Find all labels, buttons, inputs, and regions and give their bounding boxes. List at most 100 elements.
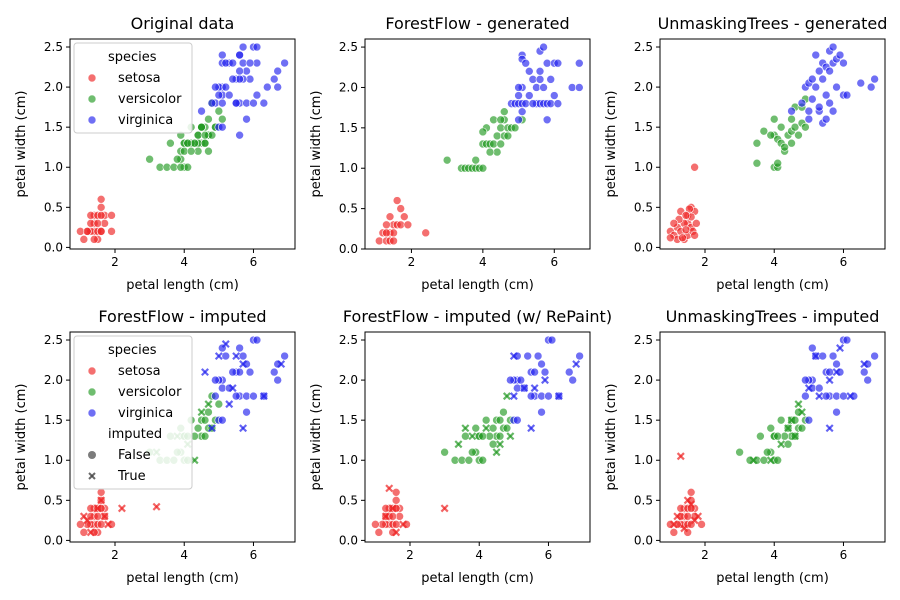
point-versicolor (752, 158, 762, 168)
point-virginica (273, 82, 282, 92)
chart-title: ForestFlow - imputed (98, 307, 266, 326)
cross-stroke (88, 472, 96, 480)
point-imputed-setosa (673, 512, 682, 521)
cross-stroke (97, 496, 106, 505)
point-virginica (825, 367, 834, 377)
x-tick-label: 6 (545, 548, 553, 562)
legend-marker-versicolor (87, 387, 97, 397)
point-virginica (224, 90, 234, 100)
y-tick-label: 0.0 (634, 533, 653, 547)
point-imputed-virginica (846, 392, 855, 401)
cross-stroke (152, 502, 161, 511)
axes-frame (364, 38, 591, 250)
point-virginica (801, 391, 810, 401)
cross-stroke (846, 392, 855, 401)
point-versicolor (489, 139, 498, 149)
point-virginica (787, 106, 796, 116)
legend: species setosa versicolor virginica imputed F… (73, 335, 193, 490)
y-tick-label: 0.5 (44, 200, 63, 214)
y-tick-label: 1.5 (634, 120, 653, 134)
chart-panel: UnmaskingTrees - imputed 2 4 6 0.0 0.5 1.0 1.5 2… (604, 307, 886, 586)
point-setosa (690, 162, 699, 172)
cross-stroke (385, 484, 394, 493)
cross-stroke (554, 392, 563, 401)
point-imputed-virginica (832, 368, 841, 377)
point-virginica (273, 66, 282, 76)
point-versicolor (790, 122, 800, 132)
point-imputed-setosa (97, 496, 106, 505)
point-imputed-setosa (117, 504, 126, 513)
point-versicolor (200, 431, 210, 441)
point-virginica (523, 351, 532, 361)
cross-stroke (797, 408, 806, 417)
cross-stroke (777, 440, 786, 449)
point-virginica (821, 391, 831, 401)
point-versicolor (492, 131, 502, 141)
point-virginica (506, 375, 515, 385)
x-tick-label: 4 (475, 548, 483, 562)
point-virginica (832, 407, 841, 417)
x-tick-label: 2 (111, 255, 119, 269)
point-virginica (218, 50, 227, 60)
cross-stroke (399, 520, 408, 529)
y-axis-label: petal width (cm) (604, 91, 619, 198)
point-virginica (535, 75, 545, 84)
point-virginica (540, 367, 550, 377)
point-versicolor (464, 455, 474, 465)
point-versicolor (478, 163, 488, 173)
y-tick-label: 1.5 (339, 413, 358, 427)
point-versicolor (783, 439, 793, 449)
point-versicolor (495, 431, 505, 441)
point-virginica (280, 58, 289, 68)
point-imputed-virginica (214, 352, 223, 361)
cross-stroke (392, 528, 401, 537)
point-virginica (221, 351, 231, 361)
legend-entry: setosa (118, 71, 161, 86)
point-virginica (539, 83, 548, 92)
y-tick-label: 0.5 (634, 493, 653, 507)
point-versicolor (478, 127, 488, 137)
point-imputed-virginica (554, 392, 563, 401)
legend-entry: virginica (118, 406, 173, 421)
point-imputed-virginica (527, 424, 536, 433)
y-tick-label: 0.0 (44, 240, 63, 254)
cross-stroke (440, 504, 449, 513)
cross-stroke (825, 376, 834, 385)
point-versicolor (145, 154, 154, 164)
point-imputed-versicolor (492, 448, 501, 457)
point-virginica (818, 351, 827, 361)
point-imputed-setosa (152, 502, 161, 511)
y-tick-label: 2.0 (44, 80, 63, 94)
x-tick-label: 6 (840, 255, 848, 269)
point-virginica (526, 391, 536, 401)
point-virginica (524, 91, 534, 100)
x-tick-label: 4 (180, 548, 188, 562)
cross-stroke (461, 424, 470, 433)
cross-stroke (687, 500, 696, 509)
point-setosa (389, 228, 398, 238)
point-virginica (808, 94, 817, 104)
cross-stroke (787, 416, 796, 425)
point-virginica (535, 67, 545, 76)
cross-stroke (104, 520, 113, 529)
point-versicolor (200, 130, 210, 140)
point-virginica (542, 58, 552, 68)
point-setosa (391, 488, 401, 497)
point-virginica (231, 98, 241, 108)
legend-marker-false (88, 451, 96, 459)
point-virginica (801, 375, 810, 385)
x-tick-label: 2 (111, 548, 119, 562)
point-virginica (228, 367, 237, 377)
point-versicolor (496, 115, 506, 125)
cross-stroke (197, 408, 206, 417)
y-tick-label: 2.5 (634, 40, 653, 54)
point-virginica (235, 343, 244, 353)
x-tick-label: 6 (840, 548, 848, 562)
cross-stroke (239, 424, 248, 433)
point-virginica (537, 407, 546, 417)
legend-marker-setosa (87, 73, 97, 83)
point-versicolor (769, 114, 779, 124)
point-virginica (575, 351, 584, 361)
point-versicolor (499, 407, 508, 417)
y-tick-label: 0.0 (339, 242, 358, 256)
